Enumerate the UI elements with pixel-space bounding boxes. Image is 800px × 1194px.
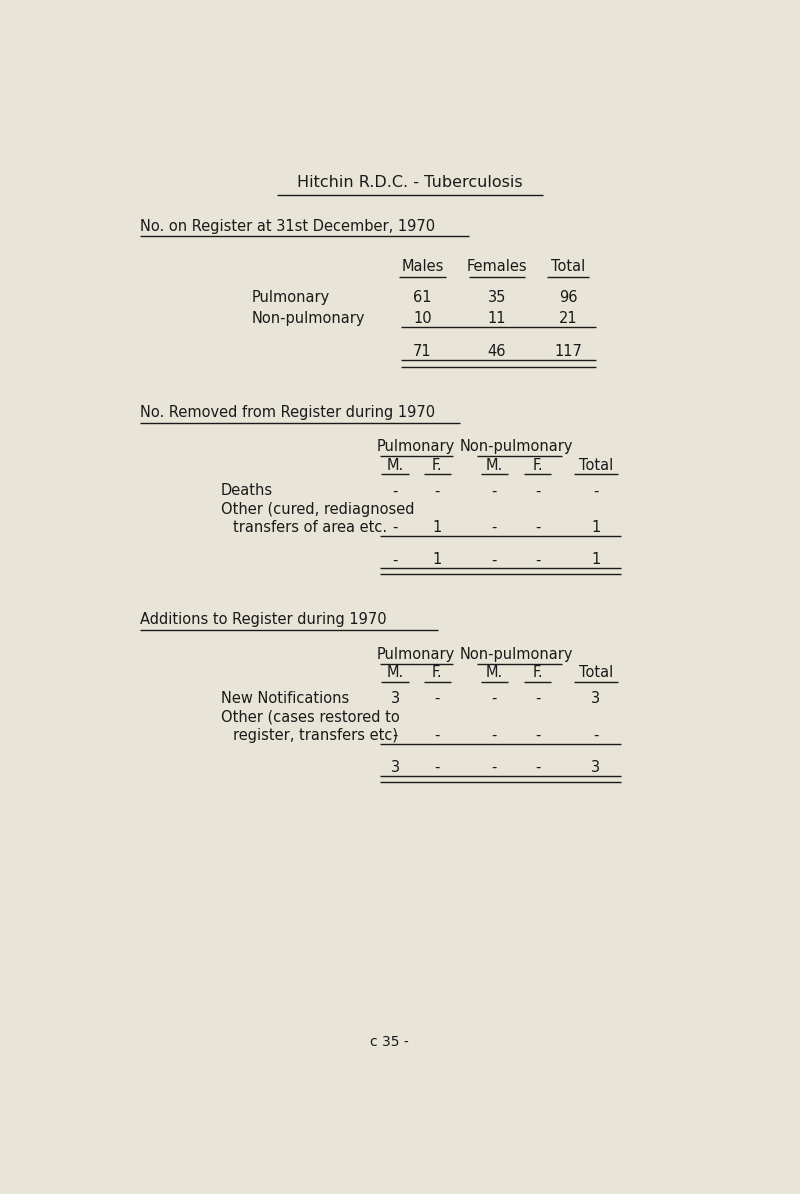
Text: No. Removed from Register during 1970: No. Removed from Register during 1970 (140, 405, 435, 420)
Text: 3: 3 (591, 691, 601, 706)
Text: c 35 -: c 35 - (370, 1035, 409, 1050)
Text: 11: 11 (487, 310, 506, 326)
Text: 10: 10 (413, 310, 432, 326)
Text: Non-pulmonary: Non-pulmonary (459, 439, 573, 455)
Text: 46: 46 (487, 344, 506, 358)
Text: F.: F. (533, 665, 543, 681)
Text: -: - (535, 484, 541, 498)
Text: 117: 117 (554, 344, 582, 358)
Text: Hitchin R.D.C. - Tuberculosis: Hitchin R.D.C. - Tuberculosis (297, 174, 523, 190)
Text: Additions to Register during 1970: Additions to Register during 1970 (140, 613, 387, 627)
Text: M.: M. (386, 457, 404, 473)
Text: -: - (535, 553, 541, 567)
Text: M.: M. (486, 457, 503, 473)
Text: 3: 3 (390, 691, 400, 706)
Text: Pulmonary: Pulmonary (377, 439, 455, 455)
Text: -: - (492, 728, 497, 743)
Text: -: - (393, 553, 398, 567)
Text: 1: 1 (433, 521, 442, 535)
Text: 1: 1 (591, 521, 601, 535)
Text: Non-pulmonary: Non-pulmonary (252, 310, 366, 326)
Text: Deaths: Deaths (221, 484, 273, 498)
Text: -: - (492, 484, 497, 498)
Text: -: - (492, 553, 497, 567)
Text: Total: Total (579, 665, 613, 681)
Text: 1: 1 (433, 553, 442, 567)
Text: Pulmonary: Pulmonary (377, 647, 455, 663)
Text: 1: 1 (591, 553, 601, 567)
Text: 21: 21 (558, 310, 578, 326)
Text: -: - (535, 761, 541, 775)
Text: -: - (492, 691, 497, 706)
Text: transfers of area etc.: transfers of area etc. (234, 521, 387, 535)
Text: Total: Total (551, 259, 586, 275)
Text: -: - (594, 728, 598, 743)
Text: -: - (492, 521, 497, 535)
Text: 61: 61 (413, 290, 432, 306)
Text: -: - (393, 728, 398, 743)
Text: register, transfers etc): register, transfers etc) (234, 728, 398, 743)
Text: Other (cured, rediagnosed: Other (cured, rediagnosed (221, 501, 414, 517)
Text: -: - (535, 728, 541, 743)
Text: -: - (434, 484, 440, 498)
Text: -: - (393, 484, 398, 498)
Text: New Notifications: New Notifications (221, 691, 349, 706)
Text: 35: 35 (488, 290, 506, 306)
Text: Males: Males (402, 259, 443, 275)
Text: Total: Total (579, 457, 613, 473)
Text: M.: M. (486, 665, 503, 681)
Text: Females: Females (466, 259, 527, 275)
Text: F.: F. (432, 457, 442, 473)
Text: -: - (434, 728, 440, 743)
Text: Pulmonary: Pulmonary (252, 290, 330, 306)
Text: No. on Register at 31st December, 1970: No. on Register at 31st December, 1970 (140, 219, 435, 234)
Text: -: - (393, 521, 398, 535)
Text: -: - (492, 761, 497, 775)
Text: 3: 3 (591, 761, 601, 775)
Text: -: - (434, 761, 440, 775)
Text: Non-pulmonary: Non-pulmonary (459, 647, 573, 663)
Text: -: - (594, 484, 598, 498)
Text: 3: 3 (390, 761, 400, 775)
Text: 71: 71 (413, 344, 432, 358)
Text: 96: 96 (559, 290, 578, 306)
Text: -: - (434, 691, 440, 706)
Text: M.: M. (386, 665, 404, 681)
Text: F.: F. (533, 457, 543, 473)
Text: Other (cases restored to: Other (cases restored to (221, 709, 400, 725)
Text: F.: F. (432, 665, 442, 681)
Text: -: - (535, 691, 541, 706)
Text: -: - (535, 521, 541, 535)
